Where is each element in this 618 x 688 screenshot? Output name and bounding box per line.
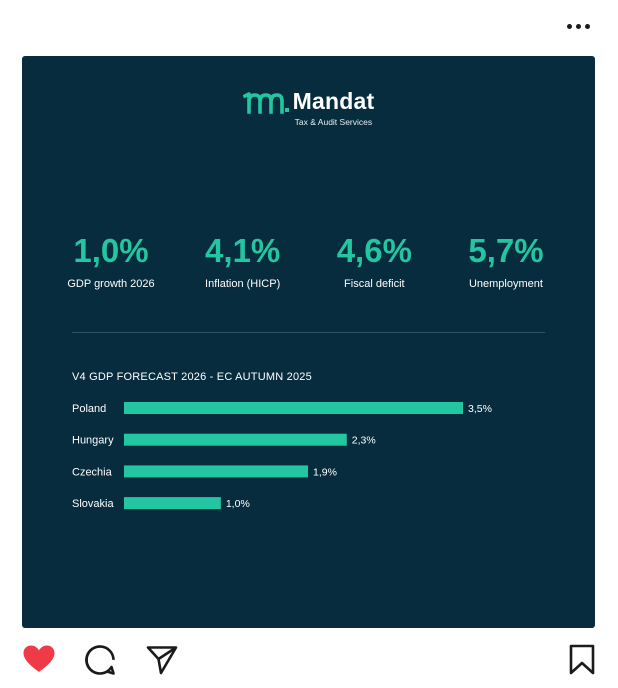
heart-icon (23, 645, 55, 672)
kpi-inflation: 4,1% Inflation (HICP) (188, 232, 298, 290)
kpi-label: Inflation (HICP) (205, 278, 281, 290)
save-button[interactable] (568, 644, 596, 676)
kpi-label: GDP growth 2026 (67, 278, 155, 290)
bar-poland (124, 402, 463, 414)
bar-slovakia (124, 497, 221, 510)
chart-title: V4 GDP FORECAST 2026 - EC AUTUMN 2025 (72, 371, 312, 383)
bar-czechia (124, 465, 309, 478)
bar-category-label: Hungary (72, 435, 114, 447)
kpi-label: Fiscal deficit (344, 278, 405, 290)
bar-category-label: Czechia (72, 466, 113, 478)
bar-category-label: Poland (72, 403, 106, 415)
kpi-value: 4,6% (336, 232, 412, 269)
brand-logo: Mandat Tax & Audit Services (22, 88, 595, 127)
bar-value-label: 1,9% (313, 466, 337, 478)
like-button[interactable] (22, 644, 56, 674)
bar-hungary (124, 433, 347, 446)
bookmark-icon (569, 644, 595, 675)
more-icon-dot (575, 23, 581, 29)
mandat-logo-icon (242, 92, 289, 114)
share-button[interactable] (146, 645, 178, 675)
post-actions-bar (0, 640, 618, 680)
brand-name: Mandat (292, 88, 375, 114)
kpi-value: 4,1% (205, 232, 281, 269)
kpi-fiscal-deficit: 4,6% Fiscal deficit (319, 232, 429, 290)
brand-tagline: Tax & Audit Services (294, 117, 373, 127)
bar-category-label: Slovakia (72, 498, 114, 510)
more-icon-dot (566, 23, 572, 29)
kpi-value: 5,7% (468, 232, 544, 269)
bar-value-label: 2,3% (352, 435, 376, 447)
send-icon (146, 646, 178, 675)
post-image: Mandat Tax & Audit Services 1,0% GDP gro… (22, 56, 595, 628)
more-options-button[interactable] (564, 14, 592, 38)
kpi-unemployment: 5,7% Unemployment (451, 232, 561, 290)
kpi-row: 1,0% GDP growth 2026 4,1% Inflation (HIC… (56, 232, 561, 290)
bar-value-label: 1,0% (226, 498, 250, 510)
kpi-value: 1,0% (73, 232, 149, 269)
gdp-forecast-bar-chart: Poland 3,5% Hungary 2,3% Czechia 1,9% Slovakia… (72, 402, 492, 510)
comment-icon (85, 645, 115, 675)
divider (72, 332, 545, 333)
kpi-gdp-growth: 1,0% GDP growth 2026 (56, 232, 166, 290)
more-icon-dot (584, 23, 590, 29)
bar-value-label: 3,5% (468, 403, 492, 415)
comment-button[interactable] (84, 644, 116, 676)
kpi-label: Unemployment (468, 278, 543, 290)
